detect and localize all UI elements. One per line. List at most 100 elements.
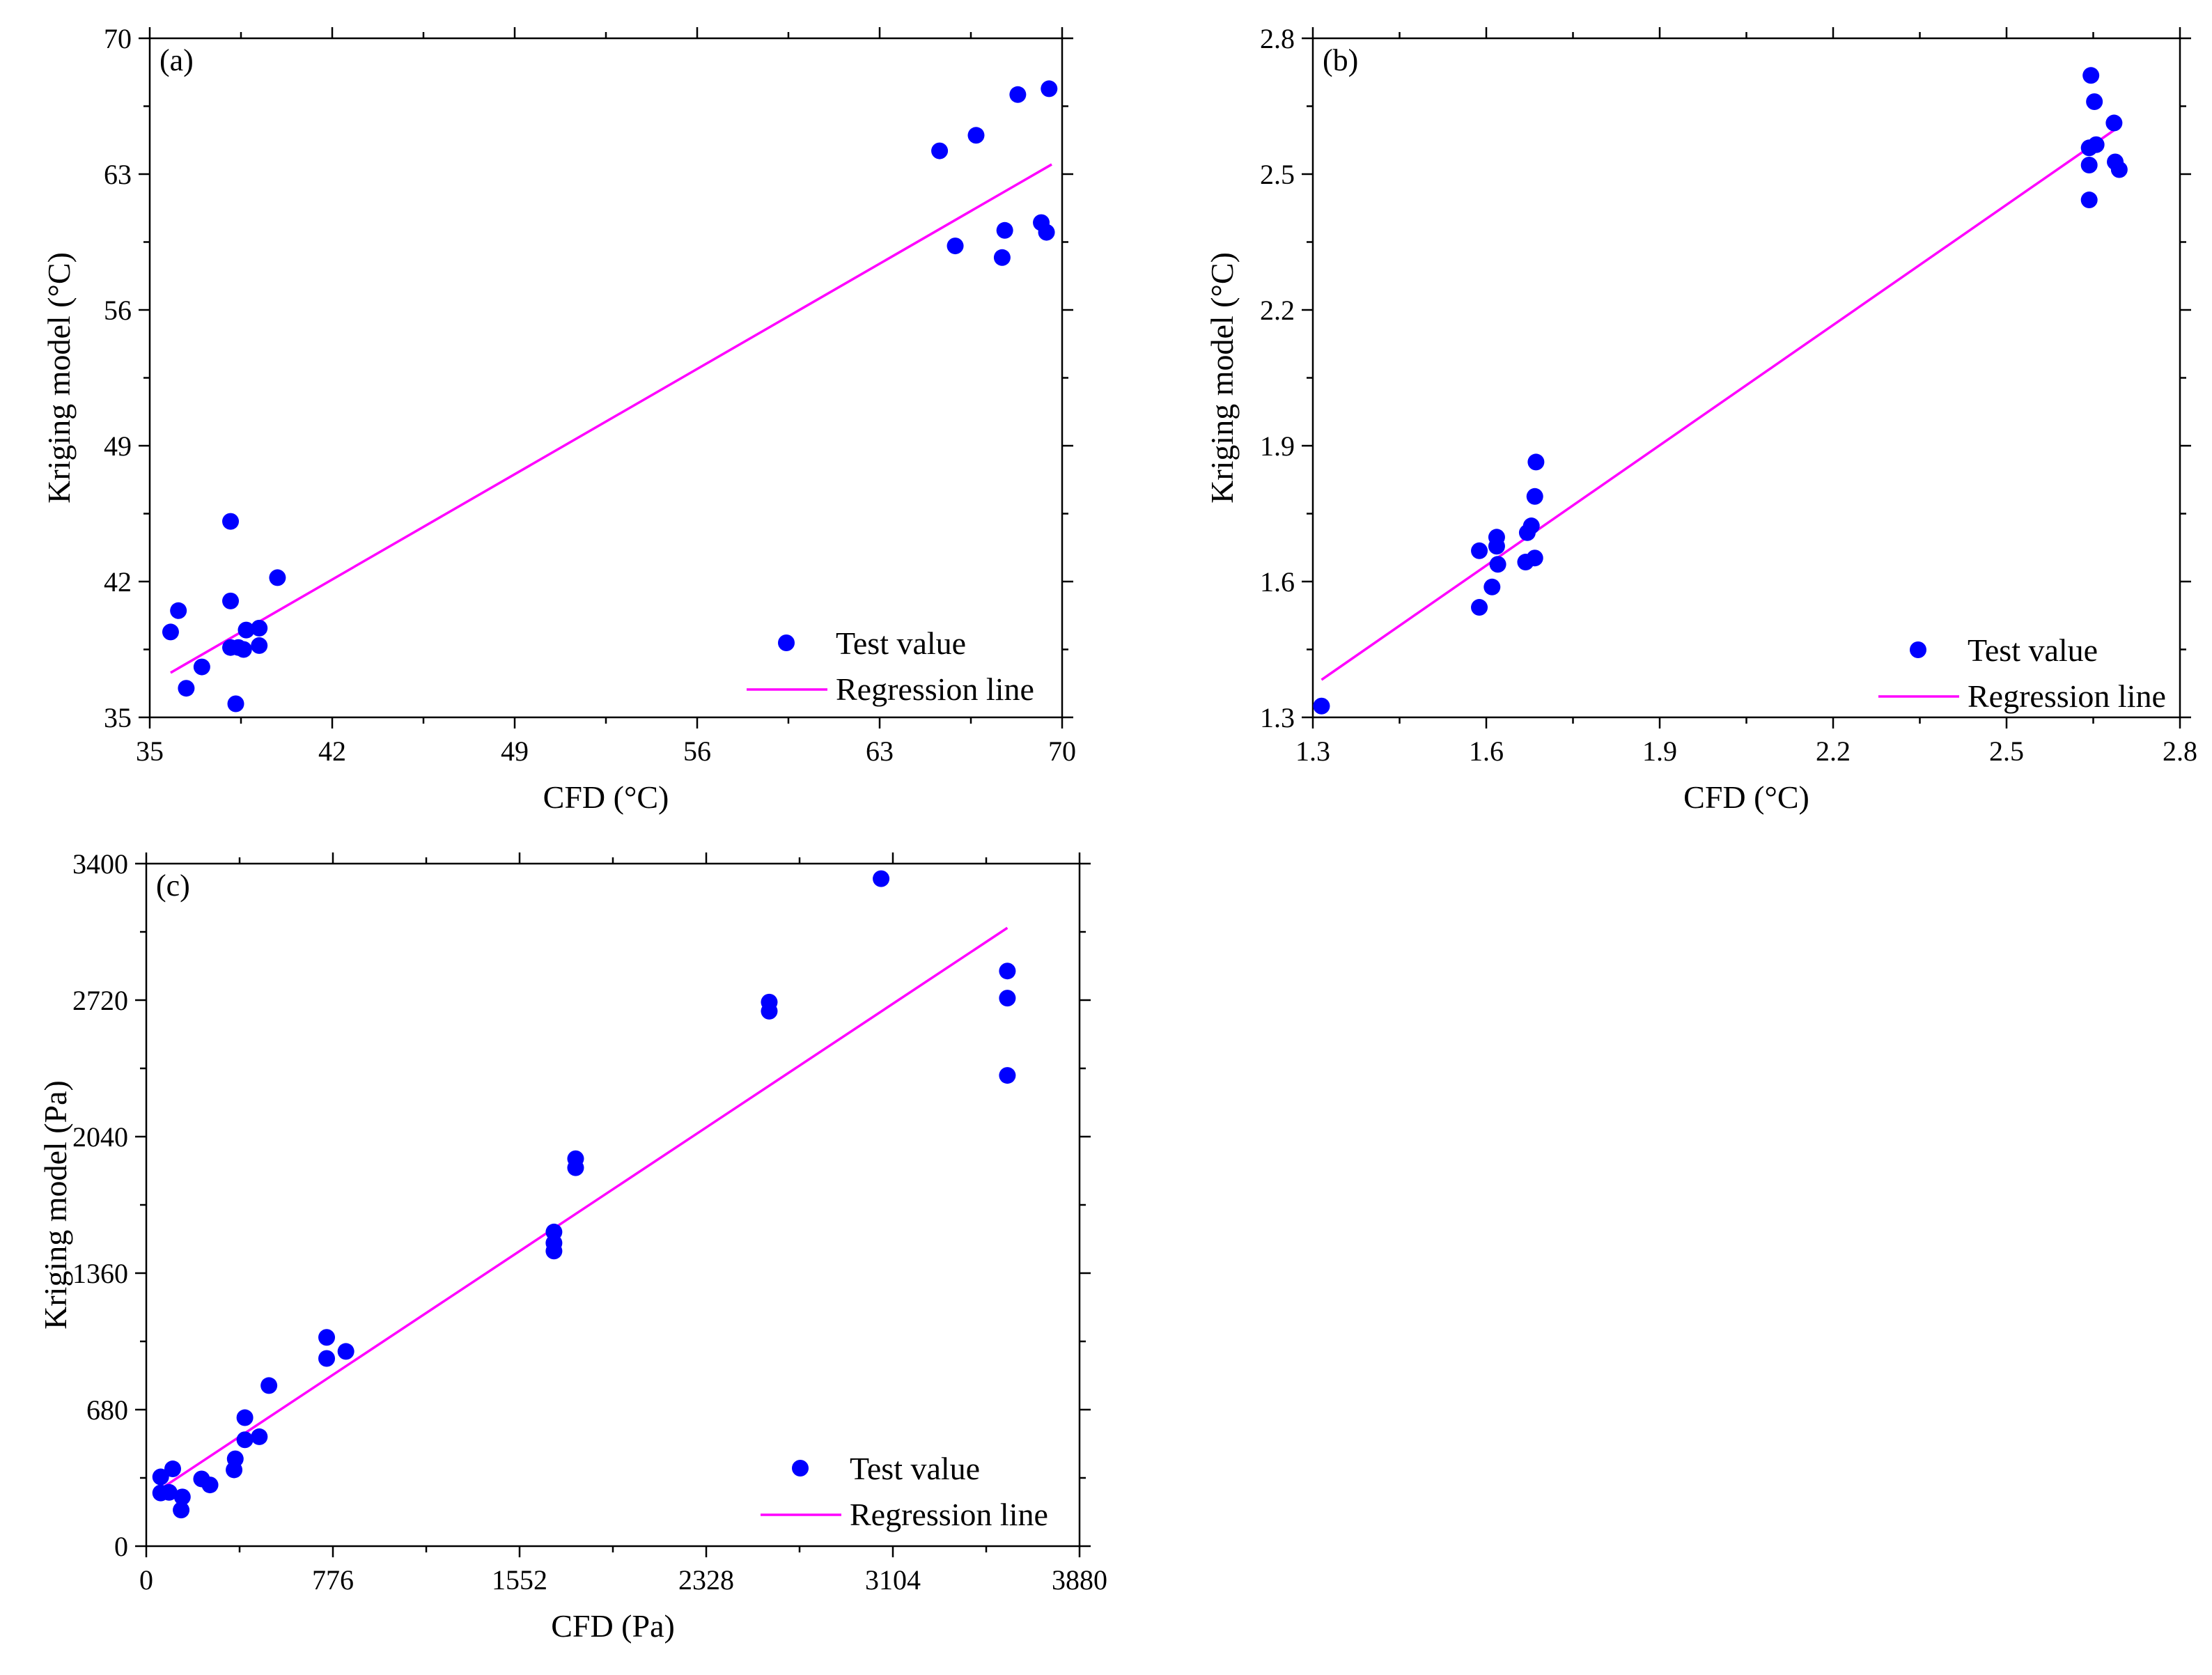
data-point [1471, 599, 1488, 616]
data-point [193, 658, 210, 676]
y-axis-title: Kriging model (Pa) [38, 1080, 73, 1330]
regression-line [1321, 125, 2120, 681]
legend-marker-test-value [1910, 641, 1926, 658]
legend-label-regression-line: Regression line [850, 1497, 1048, 1532]
y-tick-label: 49 [104, 430, 132, 462]
data-point [2086, 93, 2103, 110]
y-tick-label: 70 [104, 23, 132, 54]
data-point [1489, 556, 1506, 573]
x-tick-label: 1.3 [1295, 735, 1330, 767]
data-point [2080, 192, 2098, 209]
y-tick-label: 2.8 [1260, 23, 1295, 54]
y-tick-label: 680 [86, 1394, 128, 1426]
x-tick-label: 2.8 [2163, 735, 2197, 767]
data-point [873, 870, 890, 887]
data-point [999, 1067, 1016, 1084]
x-axis-title: CFD (°C) [1683, 779, 1809, 815]
y-axis-title: Kriging model (°C) [1204, 252, 1240, 504]
panel-label: (a) [159, 43, 194, 77]
y-tick-label: 2040 [72, 1121, 128, 1153]
data-point [1471, 542, 1488, 559]
x-tick-label: 1.6 [1469, 735, 1504, 767]
data-point [162, 623, 179, 641]
data-point [152, 1468, 169, 1486]
data-point [1009, 86, 1027, 103]
legend-label-test-value: Test value [850, 1451, 980, 1486]
data-point [227, 695, 244, 712]
data-point [2087, 136, 2105, 153]
x-tick-label: 63 [866, 735, 894, 767]
panel-label: (c) [156, 868, 190, 903]
legend-marker-test-value [778, 634, 795, 651]
data-point [1526, 488, 1543, 505]
x-axis-title: CFD (Pa) [551, 1608, 675, 1644]
x-tick-label: 35 [136, 735, 164, 767]
legend-marker-test-value [792, 1460, 809, 1477]
y-axis-title: Kriging model (°C) [41, 252, 77, 504]
data-point [164, 1460, 181, 1478]
y-tick-label: 63 [104, 159, 132, 190]
data-point [2110, 161, 2128, 178]
data-point [178, 680, 195, 697]
data-point [761, 1002, 778, 1020]
data-point [226, 1450, 244, 1467]
x-tick-label: 70 [1048, 735, 1076, 767]
y-tick-label: 35 [104, 702, 132, 733]
data-point [1483, 578, 1501, 595]
data-point [1522, 517, 1540, 535]
data-point [173, 1488, 191, 1506]
data-point [567, 1159, 584, 1176]
panel-label: (b) [1323, 43, 1358, 77]
data-point [251, 637, 268, 654]
y-tick-label: 3400 [72, 848, 128, 880]
data-point [236, 1431, 254, 1449]
x-tick-label: 56 [683, 735, 711, 767]
data-point [269, 569, 286, 586]
y-tick-label: 1.3 [1260, 702, 1295, 733]
y-tick-label: 1.9 [1260, 430, 1295, 462]
data-point [967, 127, 985, 144]
y-tick-label: 0 [114, 1531, 128, 1562]
y-tick-label: 56 [104, 295, 132, 326]
data-point [173, 1502, 190, 1519]
data-point [931, 142, 949, 159]
data-point [251, 619, 268, 637]
data-point [318, 1329, 336, 1346]
y-tick-label: 1360 [72, 1258, 128, 1289]
data-point [1038, 224, 1055, 241]
y-tick-label: 42 [104, 566, 132, 598]
data-point [337, 1343, 355, 1360]
legend-label-test-value: Test value [836, 625, 966, 661]
y-tick-label: 2720 [72, 985, 128, 1016]
x-tick-label: 776 [312, 1564, 354, 1596]
data-point [996, 221, 1013, 239]
data-point [201, 1477, 219, 1494]
data-point [222, 513, 240, 530]
data-point [999, 990, 1016, 1007]
data-point [235, 641, 252, 658]
legend-label-regression-line: Regression line [836, 671, 1034, 707]
data-point [1526, 550, 1543, 567]
data-point [1313, 697, 1330, 715]
x-tick-label: 2328 [678, 1564, 734, 1596]
x-tick-label: 3880 [1052, 1564, 1107, 1596]
regression-line [170, 163, 1052, 674]
chart-panel-a: 35 42 49 56 63 70 35 42 49 56 63 70 CFD (°C) Kriging … [41, 23, 1076, 815]
data-point [260, 1377, 278, 1394]
x-tick-label: 0 [139, 1564, 153, 1596]
x-axis-title: CFD (°C) [543, 779, 669, 815]
data-point [2082, 67, 2100, 84]
data-point [2105, 114, 2123, 132]
x-tick-label: 2.2 [1816, 735, 1851, 767]
data-point [1527, 453, 1545, 471]
data-point [2080, 157, 2098, 173]
data-point [993, 249, 1011, 266]
data-point [237, 621, 255, 639]
x-tick-label: 3104 [865, 1564, 921, 1596]
x-tick-label: 2.5 [1989, 735, 2024, 767]
legend-label-regression-line: Regression line [1968, 678, 2166, 714]
data-point [947, 237, 964, 255]
y-tick-label: 1.6 [1260, 566, 1295, 598]
chart-panel-b: 1.3 1.6 1.9 2.2 2.5 2.8 1.3 1.6 1.9 2.2 2.5 2.8 CFD … [1204, 23, 2197, 815]
